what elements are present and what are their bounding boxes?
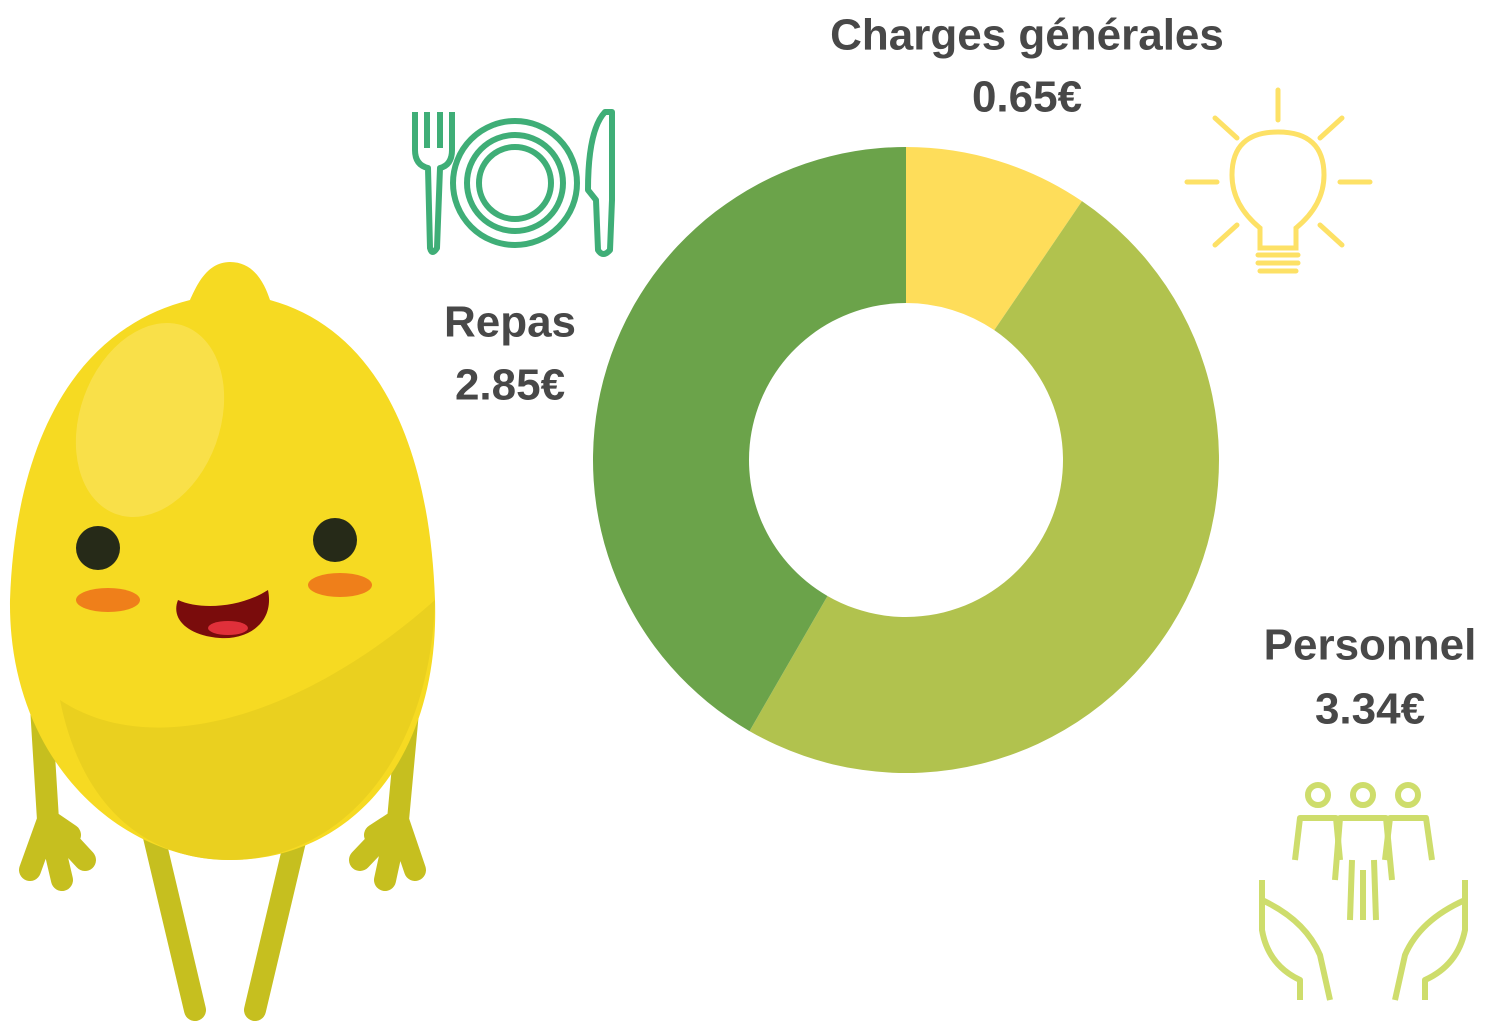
value-label: 3.34€ <box>1315 685 1425 734</box>
value-label: 0.65€ <box>972 73 1082 122</box>
chart: Charges générales 0.65€ Personnel 3.34€ Repa… <box>0 0 1488 1023</box>
category-label: Personnel <box>1264 621 1477 670</box>
category-label: Charges générales <box>830 11 1224 60</box>
lemon-mascot <box>10 262 435 1010</box>
bulb-icon <box>1187 90 1370 271</box>
meal-icon <box>415 112 612 254</box>
page: {"chart_data": {"type": "donut", "catego… <box>0 0 1488 1023</box>
category-label: Repas <box>444 298 576 347</box>
people-icon <box>1262 785 1465 1000</box>
donut <box>593 147 1219 773</box>
value-label: 2.85€ <box>455 361 565 410</box>
